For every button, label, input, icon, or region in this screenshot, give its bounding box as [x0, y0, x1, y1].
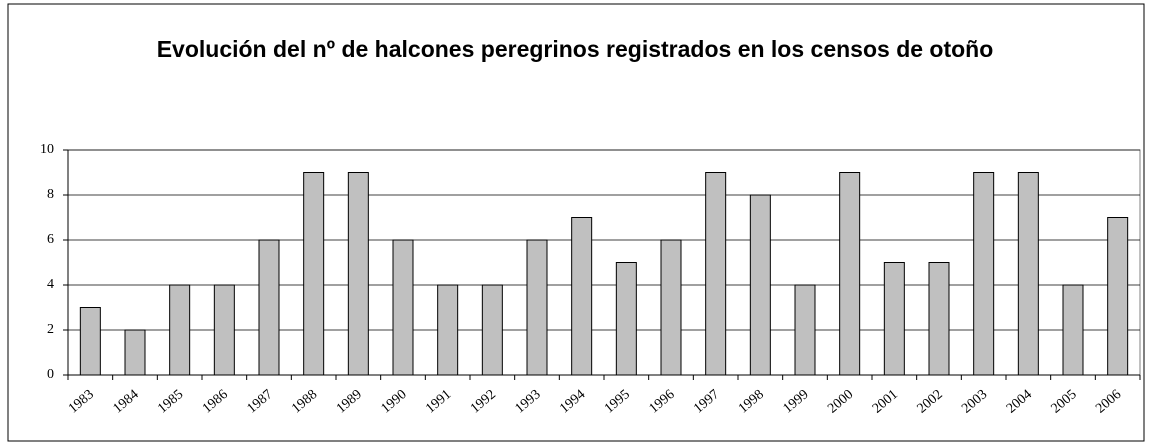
x-tick-label: 1984: [111, 387, 142, 416]
bar: [1107, 217, 1129, 376]
bar: [839, 172, 861, 376]
x-tick-label: 1989: [334, 387, 365, 416]
bar: [213, 284, 235, 376]
bar: [347, 172, 369, 376]
x-tick-label: 2000: [825, 387, 856, 416]
bar: [660, 239, 682, 376]
bar: [392, 239, 414, 376]
bar: [526, 239, 548, 376]
y-tick-label: 10: [40, 142, 54, 157]
bar: [1062, 284, 1084, 376]
x-tick-label: 1987: [245, 387, 276, 416]
y-tick-label: 8: [47, 187, 54, 202]
x-tick-label: 1983: [66, 387, 97, 416]
x-tick-label: 2004: [1004, 387, 1035, 416]
x-tick-label: 1985: [155, 387, 186, 416]
y-tick-label: 4: [47, 277, 54, 292]
x-tick-label: 1991: [423, 387, 454, 416]
bar: [1017, 172, 1039, 376]
bar: [794, 284, 816, 376]
y-tick-label: 0: [47, 367, 54, 382]
x-tick-label: 2006: [1093, 387, 1124, 416]
bar: [883, 262, 905, 376]
bar: [749, 194, 771, 376]
x-tick-label: 2005: [1049, 387, 1080, 416]
x-tick-label: 1998: [736, 387, 767, 416]
x-tick-label: 1996: [647, 387, 678, 416]
bar: [928, 262, 950, 376]
bar: [169, 284, 191, 376]
bar: [258, 239, 280, 376]
x-tick-label: 2003: [959, 387, 990, 416]
y-tick-label: 2: [47, 322, 54, 337]
bar: [571, 217, 593, 376]
bar: [437, 284, 459, 376]
x-tick-label: 1986: [200, 387, 231, 416]
x-tick-label: 1992: [468, 387, 499, 416]
y-tick-label: 6: [47, 232, 54, 247]
x-tick-label: 2001: [870, 387, 901, 416]
chart-border: [7, 3, 1145, 442]
x-tick-label: 1988: [289, 387, 320, 416]
x-tick-label: 2002: [915, 387, 946, 416]
x-tick-label: 1993: [513, 387, 544, 416]
bar: [303, 172, 325, 376]
chart-title: Evolución del nº de halcones peregrinos …: [156, 36, 994, 62]
x-tick-label: 1995: [602, 387, 633, 416]
x-tick-label: 1994: [557, 387, 588, 416]
bar: [124, 329, 146, 376]
x-tick-label: 1999: [781, 387, 812, 416]
x-tick-label: 1990: [379, 387, 410, 416]
bar: [973, 172, 995, 376]
bar: [79, 307, 101, 376]
x-tick-label: 1997: [691, 387, 722, 416]
bar: [705, 172, 727, 376]
bar: [615, 262, 637, 376]
bar: [481, 284, 503, 376]
